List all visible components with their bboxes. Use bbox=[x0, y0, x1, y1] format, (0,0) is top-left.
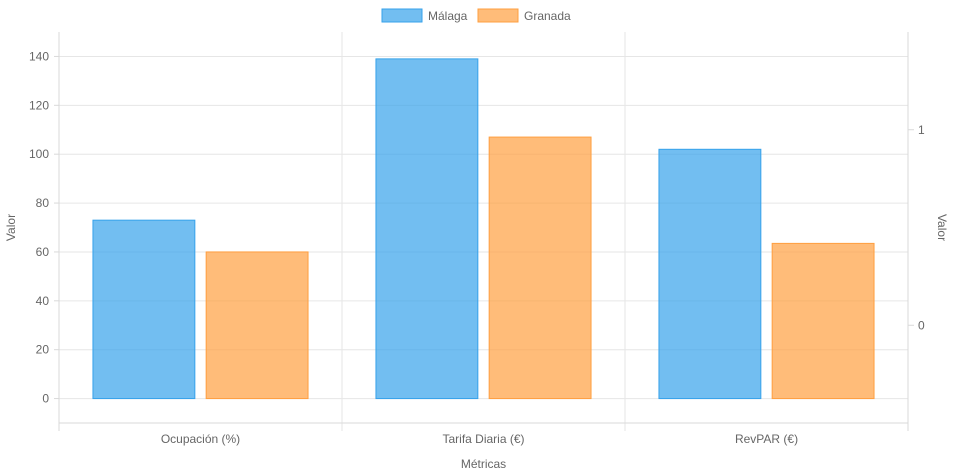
legend-swatch-granada[interactable] bbox=[477, 8, 519, 23]
y2-tick-label: 1 bbox=[918, 123, 925, 137]
legend-label-granada[interactable]: Granada bbox=[524, 9, 571, 23]
x-tick-label: Tarifa Diaria (€) bbox=[442, 432, 524, 446]
bar-granada-0[interactable] bbox=[205, 251, 309, 400]
bar-malaga-0[interactable] bbox=[92, 219, 196, 400]
y-tick-label: 20 bbox=[36, 343, 50, 357]
y-tick-label: 60 bbox=[36, 245, 50, 259]
y-axis-title: Valor bbox=[4, 214, 18, 241]
bar-malaga-1[interactable] bbox=[375, 58, 479, 400]
x-axis-title: Métricas bbox=[461, 457, 506, 471]
bar-granada-1[interactable] bbox=[488, 136, 592, 400]
bar-granada-2[interactable] bbox=[771, 242, 875, 400]
legend-swatch-malaga[interactable] bbox=[381, 8, 423, 23]
bars bbox=[92, 58, 875, 400]
y-tick-label: 120 bbox=[29, 98, 49, 112]
tick-labels: 140 120 100 80 60 40 20 0 1 0 Ocupación (%) Tarifa … bbox=[29, 49, 925, 446]
legend-label-malaga[interactable]: Málaga bbox=[428, 9, 468, 23]
y-tick-label: 80 bbox=[36, 196, 50, 210]
bar-malaga-2[interactable] bbox=[658, 148, 762, 400]
y-tick-label: 0 bbox=[42, 392, 49, 406]
y2-tick-label: 0 bbox=[918, 318, 925, 332]
axes bbox=[54, 32, 914, 424]
legend: Málaga Granada bbox=[381, 8, 571, 23]
x-tick-label: RevPAR (€) bbox=[735, 432, 798, 446]
y-tick-label: 140 bbox=[29, 49, 49, 63]
y-tick-label: 40 bbox=[36, 294, 50, 308]
x-tick-label: Ocupación (%) bbox=[161, 432, 240, 446]
y2-axis-title: Valor bbox=[935, 214, 949, 241]
y-tick-label: 100 bbox=[29, 147, 49, 161]
